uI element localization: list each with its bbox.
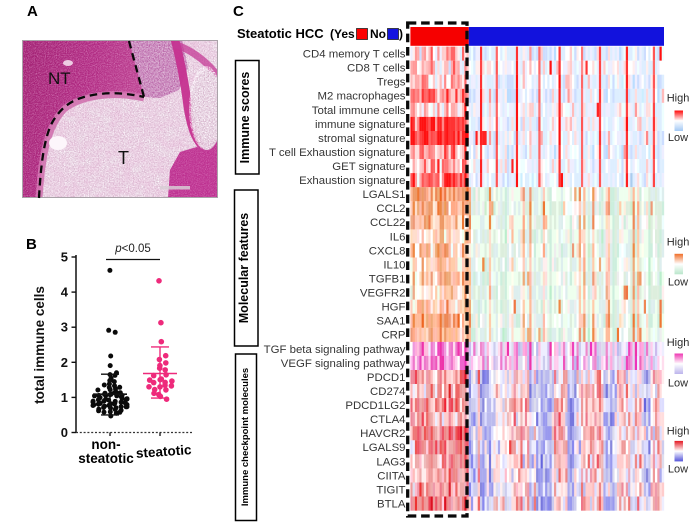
svg-text:HGF: HGF	[381, 302, 405, 314]
svg-text:SAA1: SAA1	[376, 316, 405, 328]
svg-text:Molecular features: Molecular features	[237, 213, 251, 324]
svg-text:Immune scores: Immune scores	[238, 72, 252, 164]
svg-text:VEGF signaling pathway: VEGF signaling pathway	[281, 358, 406, 370]
svg-text:TIGIT: TIGIT	[376, 484, 405, 496]
svg-text:Low: Low	[668, 463, 688, 475]
svg-text:TGF beta signaling pathway: TGF beta signaling pathway	[264, 344, 406, 356]
svg-text:non-: non-	[91, 437, 120, 452]
svg-text:B: B	[26, 236, 37, 253]
svg-text:IL6: IL6	[390, 231, 406, 243]
svg-text:CRP: CRP	[381, 330, 405, 342]
svg-text:Steatotic HCC: Steatotic HCC	[237, 26, 324, 41]
svg-text:Total immune cells: Total immune cells	[312, 105, 406, 117]
svg-text:immune signature: immune signature	[315, 119, 406, 131]
svg-text:A: A	[27, 3, 38, 20]
svg-text:LGALS9: LGALS9	[362, 442, 405, 454]
svg-text:T cell Exhaustion signature: T cell Exhaustion signature	[269, 147, 406, 159]
svg-text:Low: Low	[668, 276, 688, 288]
svg-text:4: 4	[61, 285, 69, 300]
svg-text:LAG3: LAG3	[376, 456, 405, 468]
svg-text:VEGFR2: VEGFR2	[360, 288, 406, 300]
svg-text:steatotic: steatotic	[135, 442, 192, 461]
svg-text:2: 2	[61, 355, 68, 370]
svg-text:PDCD1LG2: PDCD1LG2	[345, 400, 405, 412]
svg-text:NT: NT	[48, 69, 71, 88]
svg-text:CD4 memory T cells: CD4 memory T cells	[303, 49, 406, 61]
svg-text:Exhaustion signature: Exhaustion signature	[299, 175, 405, 187]
svg-text:GET signature: GET signature	[332, 161, 405, 173]
svg-text:High: High	[667, 93, 690, 105]
svg-text:Low: Low	[668, 378, 688, 390]
svg-text:HAVCR2: HAVCR2	[360, 428, 405, 440]
svg-text:CCL22: CCL22	[370, 217, 405, 229]
svg-text:5: 5	[61, 250, 68, 265]
svg-text:CCL2: CCL2	[376, 203, 405, 215]
svg-text:No: No	[370, 27, 386, 41]
svg-text:IL10: IL10	[383, 259, 405, 271]
svg-text:CXCL8: CXCL8	[369, 245, 406, 257]
svg-text:3: 3	[61, 320, 68, 335]
svg-text:Tregs: Tregs	[377, 77, 406, 89]
svg-text:T: T	[118, 148, 129, 168]
svg-text:0: 0	[61, 425, 68, 440]
svg-text:1: 1	[61, 390, 68, 405]
svg-text:BTLA: BTLA	[377, 499, 406, 511]
svg-text:CTLA4: CTLA4	[370, 414, 405, 426]
svg-text:): )	[399, 27, 403, 41]
svg-text:High: High	[667, 337, 690, 349]
svg-text:TGFB1: TGFB1	[369, 274, 406, 286]
svg-text:(Yes: (Yes	[330, 27, 355, 41]
svg-text:M2 macrophages: M2 macrophages	[317, 91, 405, 103]
svg-text:PDCD1: PDCD1	[367, 372, 406, 384]
svg-text:Immune checkpoint molecules: Immune checkpoint molecules	[240, 368, 251, 506]
svg-text:High: High	[667, 425, 690, 437]
svg-text:High: High	[667, 237, 690, 249]
svg-text:CD8 T cells: CD8 T cells	[347, 63, 406, 75]
svg-text:stromal signature: stromal signature	[318, 133, 405, 145]
svg-text:C: C	[233, 3, 244, 20]
svg-text:p<0.05: p<0.05	[114, 243, 151, 255]
svg-text:total immune cells: total immune cells	[32, 286, 47, 404]
svg-text:CIITA: CIITA	[377, 470, 406, 482]
svg-text:CD274: CD274	[370, 386, 405, 398]
svg-text:LGALS1: LGALS1	[362, 189, 405, 201]
svg-text:Low: Low	[668, 132, 688, 144]
svg-text:steatotic: steatotic	[78, 451, 134, 466]
